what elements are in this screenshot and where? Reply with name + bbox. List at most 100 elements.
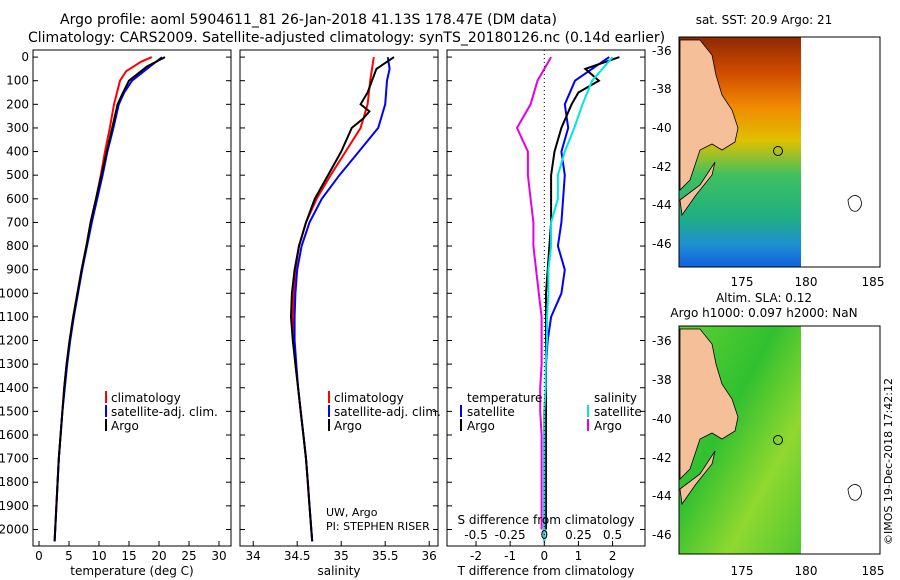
map2-lat-38: -38	[652, 373, 672, 387]
map2-lat-40: -40	[652, 412, 672, 426]
difference-salinity-xticks: -0.5 -0.25 0 0.25 0.5	[464, 528, 622, 542]
temperature-series-group	[53, 56, 166, 542]
x-tick-label: 30	[211, 549, 226, 563]
series-salinity-argo	[515, 56, 552, 530]
depth-tick-label: 1500	[0, 404, 29, 418]
map2-lat-36: -36	[652, 334, 672, 348]
map1-south-island	[679, 161, 716, 217]
legend-label-s-satellite: satellite	[594, 405, 642, 419]
map2-lon-180: 180	[795, 564, 818, 578]
x-tick-label: 0	[35, 549, 43, 563]
depth-tick-label: 600	[6, 192, 29, 206]
depth-tick-label: 200	[6, 97, 29, 111]
series-climatology	[53, 56, 153, 542]
x-tick-label: 35.5	[372, 549, 399, 563]
map1-lat-36: -36	[652, 44, 672, 58]
x-tick-label: -2	[470, 549, 482, 563]
x-tick-label: 34	[246, 549, 261, 563]
depth-tick-label: 1300	[0, 357, 29, 371]
depth-tick-label: 1900	[0, 499, 29, 513]
legend-title-temperature: temperature	[467, 391, 542, 405]
depth-tick-label: 1100	[0, 310, 29, 324]
depth-axis: 0 100 200 300 400 500 600 700 800 900 1000 1100 1200…	[0, 50, 645, 536]
legend-label-satellite: satellite-adj. clim.	[111, 405, 218, 419]
map2-lat-ticks: -36 -38 -40 -42 -44 -46	[652, 334, 672, 542]
annotation-institution: UW, Argo	[326, 506, 378, 519]
legend-title-salinity: salinity	[594, 391, 637, 405]
x-tick-label: 35	[334, 549, 349, 563]
map2-frame	[678, 325, 881, 555]
temperature-xlabel: temperature (deg C)	[70, 564, 193, 578]
map1-lat-ticks: -36 -38 -40 -42 -44 -46	[652, 44, 672, 251]
map2-south-island	[679, 450, 716, 506]
x-tick-label: 10	[91, 549, 106, 563]
depth-tick-label: 900	[6, 263, 29, 277]
map2-lat-46: -46	[652, 528, 672, 542]
legend-label-t-satellite: satellite	[467, 405, 515, 419]
series-climatology	[291, 56, 375, 542]
header-line2: Climatology: CARS2009. Satellite-adjuste…	[28, 30, 665, 46]
map2-argo-marker	[773, 435, 783, 445]
salinity-legend: climatology satellite-adj. clim. Argo	[328, 391, 441, 433]
map2-lon-175: 175	[731, 564, 754, 578]
map1-chatham-island	[847, 195, 862, 212]
difference-series-group	[515, 56, 620, 542]
map1-lon-175: 175	[731, 275, 754, 289]
map1-lat-44: -44	[652, 198, 672, 212]
x-tick-label: 25	[181, 549, 196, 563]
x-tick-label-salinity: 0.5	[603, 528, 622, 542]
map1-lon-185: 185	[862, 275, 885, 289]
x-tick-label: -1	[504, 549, 516, 563]
depth-tick-label: 1200	[0, 334, 29, 348]
depth-tick-label: 500	[6, 168, 29, 182]
salinity-xticks: 34 34.5 35 35.5 36	[246, 541, 437, 563]
salinity-panel	[239, 49, 439, 547]
legend-label-climatology: climatology	[111, 391, 181, 405]
x-tick-label-salinity: -0.5	[464, 528, 487, 542]
map1-lat-38: -38	[652, 82, 672, 96]
map2-lat-44: -44	[652, 489, 672, 503]
difference-xlabel-salinity: S difference from climatology	[458, 513, 635, 527]
map1-lat-46: -46	[652, 237, 672, 251]
x-tick-label-salinity: -0.25	[495, 528, 526, 542]
map2-lat-42: -42	[652, 451, 672, 465]
series-argo	[289, 56, 395, 542]
map1-lon-180: 180	[795, 275, 818, 289]
x-tick-label: 36	[422, 549, 437, 563]
temperature-panel	[32, 49, 232, 547]
map1-title: sat. SST: 20.9 Argo: 21	[696, 13, 833, 27]
annotation-pi: PI: STEPHEN RISER	[326, 520, 430, 533]
series-temperature-argo	[545, 56, 620, 530]
map1-argo-marker	[773, 146, 783, 156]
legend-label-climatology: climatology	[334, 391, 404, 405]
map2-lon-185: 185	[862, 564, 885, 578]
legend-label-satellite: satellite-adj. clim.	[334, 405, 441, 419]
x-tick-label-salinity: 0.25	[565, 528, 592, 542]
legend-label-t-argo: Argo	[467, 419, 495, 433]
x-tick-label: 15	[121, 549, 136, 563]
map2-title-line1: Altim. SLA: 0.12	[716, 291, 812, 305]
depth-tick-label: 1600	[0, 428, 29, 442]
x-tick-label: 0	[540, 549, 548, 563]
depth-tick-label: 1000	[0, 286, 29, 300]
map1-lon-ticks: 175 180 185	[731, 275, 885, 289]
depth-tick-label: 2000	[0, 522, 29, 536]
x-tick-label: 1	[575, 549, 583, 563]
map1-frame	[678, 36, 881, 268]
map1-north-island	[679, 39, 739, 191]
x-tick-label: 34.5	[284, 549, 311, 563]
series-satellite-adj-clim-	[53, 56, 163, 542]
series-argo	[53, 56, 166, 542]
depth-tick-label: 1800	[0, 475, 29, 489]
x-tick-label: 5	[65, 549, 73, 563]
salinity-series-group	[289, 56, 395, 542]
series-salinity-satellite	[543, 56, 614, 542]
difference-legend-salinity: salinity satellite Argo	[587, 391, 642, 433]
x-tick-label-salinity: 0	[540, 528, 548, 542]
map2-lon-ticks: 175 180 185	[731, 564, 885, 578]
depth-tick-label: 700	[6, 215, 29, 229]
map1-lat-42: -42	[652, 160, 672, 174]
difference-xlabel: T difference from climatology	[457, 564, 635, 578]
map1-lat-40: -40	[652, 121, 672, 135]
